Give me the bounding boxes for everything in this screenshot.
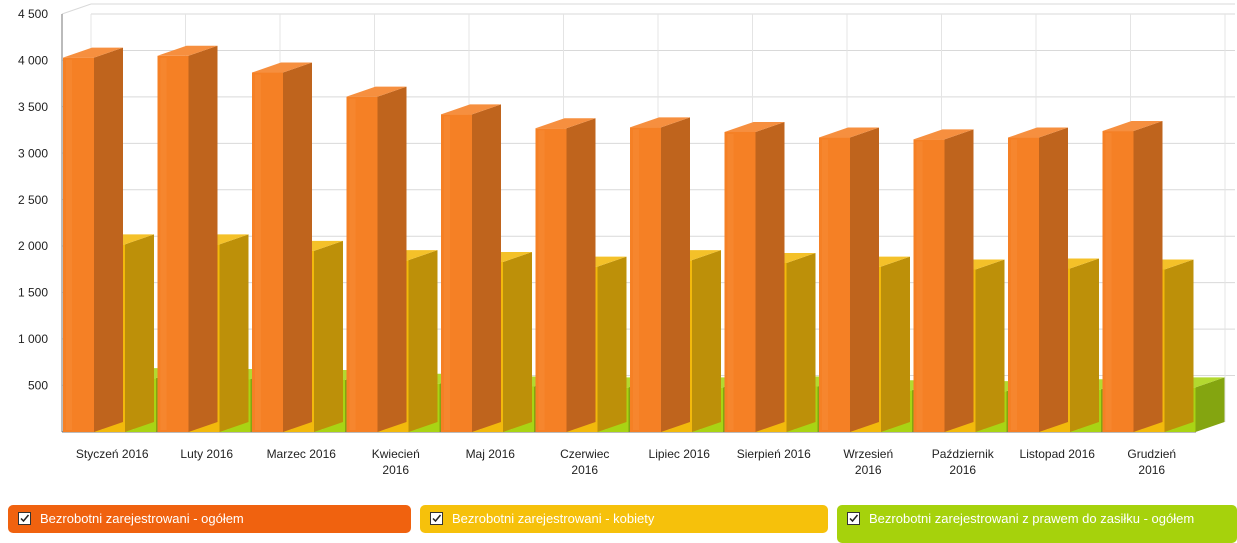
bar-side — [1133, 121, 1163, 432]
bar-highlight — [916, 141, 923, 430]
bar-side — [597, 256, 627, 432]
x-tick-label: Luty 2016 — [180, 447, 233, 461]
checkbox-checked-icon[interactable] — [18, 512, 31, 525]
y-tick-label: 1 500 — [18, 286, 48, 300]
bar-top — [346, 86, 407, 97]
legend-label: Bezrobotni zarejestrowani - kobiety — [452, 511, 655, 526]
bar-side — [503, 252, 532, 432]
bar-side — [377, 86, 407, 432]
bar-top — [630, 117, 690, 128]
gridline — [61, 3, 92, 15]
bar-top — [1008, 127, 1068, 138]
bar-side — [566, 118, 596, 433]
bar-top — [63, 47, 123, 58]
x-tick-label: Grudzień 2016 — [1127, 447, 1176, 477]
x-tick-label: Czerwiec 2016 — [560, 447, 609, 477]
y-tick-label: 2 000 — [18, 239, 48, 253]
x-tick-label: Styczeń 2016 — [76, 447, 149, 461]
legend-item-women[interactable]: Bezrobotni zarejestrowani - kobiety — [420, 505, 828, 533]
bar-side — [881, 256, 910, 432]
legend-item-benefit[interactable]: Bezrobotni zarejestrowani z prawem do za… — [837, 505, 1237, 543]
bar-top — [535, 118, 596, 129]
y-tick-label: 4 000 — [18, 53, 48, 67]
x-tick-label: Sierpień 2016 — [737, 447, 811, 461]
y-tick-label: 500 — [28, 379, 48, 393]
bar-highlight — [1011, 139, 1017, 430]
bar-side — [408, 250, 438, 432]
y-tick-label: 3 000 — [18, 146, 48, 160]
bar-side — [661, 117, 690, 432]
legend-label: Bezrobotni zarejestrowani - ogółem — [40, 511, 244, 526]
bar-top — [913, 129, 974, 140]
y-tick-label: 4 500 — [18, 7, 48, 21]
bar-highlight — [66, 59, 72, 430]
bar-side — [850, 127, 879, 432]
bar-side — [94, 47, 123, 432]
bar-side — [1070, 258, 1099, 432]
bar-side — [219, 234, 249, 432]
bar-side — [314, 240, 343, 432]
x-tick-label: Lipiec 2016 — [649, 447, 711, 461]
x-tick-label: Październik 2016 — [932, 447, 995, 477]
legend-label: Bezrobotni zarejestrowani z prawem do za… — [869, 511, 1195, 526]
bar-side — [1039, 127, 1068, 432]
x-tick-label: Kwiecień 2016 — [372, 447, 420, 477]
bar-highlight — [444, 116, 450, 430]
bar-highlight — [255, 74, 261, 431]
bar-side — [1195, 377, 1225, 432]
bar-side — [472, 104, 501, 432]
bar-side — [1164, 259, 1194, 432]
bar-highlight — [822, 139, 828, 430]
y-tick-label: 3 500 — [18, 100, 48, 114]
checkbox-checked-icon[interactable] — [430, 512, 443, 525]
bar-top — [819, 127, 879, 138]
bar-highlight — [538, 130, 545, 430]
bar-side — [944, 129, 974, 432]
bar-top — [724, 121, 785, 132]
bar-highlight — [349, 98, 356, 430]
bar-side — [125, 234, 154, 432]
bar-highlight — [727, 133, 734, 431]
bar-top — [252, 62, 312, 73]
bar-highlight — [633, 129, 639, 430]
bar-top — [441, 104, 501, 115]
bar-top — [157, 45, 218, 56]
bar-side — [755, 121, 785, 433]
y-tick-label: 2 500 — [18, 193, 48, 207]
bar-top — [1102, 121, 1163, 132]
checkbox-checked-icon[interactable] — [847, 512, 860, 525]
bar-side — [188, 45, 218, 433]
x-tick-label: Marzec 2016 — [267, 447, 337, 461]
legend: Bezrobotni zarejestrowani - ogółem Bezro… — [0, 500, 1237, 543]
bar-side — [975, 259, 1005, 432]
x-tick-label: Maj 2016 — [466, 447, 516, 461]
y-tick-label: 1 000 — [18, 332, 48, 346]
legend-item-total[interactable]: Bezrobotni zarejestrowani - ogółem — [8, 505, 411, 533]
bar-highlight — [160, 57, 167, 431]
chart: 500 1 000 1 500 2 000 2 500 3 000 3 500 4 000 4 … — [18, 3, 1235, 477]
bar-side — [283, 62, 312, 433]
bar-side — [786, 252, 816, 432]
x-tick-label: Wrzesień 2016 — [843, 447, 893, 477]
bar-highlight — [1105, 133, 1112, 431]
bar-side — [692, 250, 721, 432]
x-tick-label: Listopad 2016 — [1020, 447, 1096, 461]
